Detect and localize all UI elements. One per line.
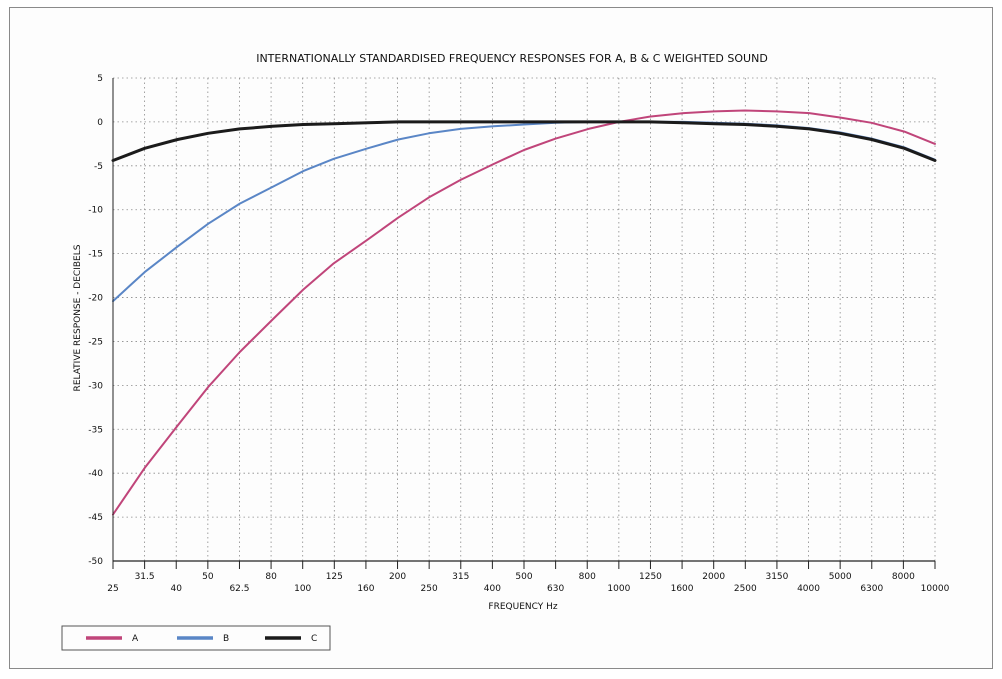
x-tick-label: 630	[547, 584, 564, 594]
y-tick-label: 5	[97, 74, 103, 84]
x-tick-label: 4000	[797, 584, 820, 594]
x-tick-labels: 25 31.5 40 50 62.5 80 100 125 160 200 250 315 400 500…	[107, 572, 949, 594]
chart-frame	[9, 7, 993, 669]
x-tick-label: 62.5	[229, 584, 249, 594]
x-tick-label: 31.5	[135, 572, 155, 582]
x-tick-label: 2000	[702, 572, 725, 582]
x-tick-label: 5000	[829, 572, 852, 582]
x-tick-label: 10000	[921, 584, 950, 594]
y-tick-label: -30	[88, 381, 103, 391]
y-tick-label: -35	[88, 425, 103, 435]
x-tick-label: 1250	[639, 572, 662, 582]
x-tick-label: 1600	[671, 584, 694, 594]
legend-label-a: A	[132, 634, 139, 644]
y-tick-label: -10	[88, 206, 103, 216]
x-tick-label: 125	[326, 572, 343, 582]
y-axis-label: RELATIVE RESPONSE - DECIBELS	[73, 244, 83, 391]
x-tick-label: 6300	[860, 584, 883, 594]
y-tick-label: -5	[94, 162, 103, 172]
axes	[112, 78, 936, 569]
x-tick-label: 160	[357, 584, 374, 594]
x-tick-label: 200	[389, 572, 406, 582]
series-line-a	[112, 109, 936, 516]
legend: A B C	[61, 625, 331, 651]
x-tick-label: 100	[294, 584, 311, 594]
y-tick-label: -15	[88, 250, 103, 260]
y-tick-label: -50	[88, 557, 103, 567]
series-line-c	[111, 120, 937, 162]
x-tick-label: 80	[265, 572, 277, 582]
x-tick-label: 315	[452, 572, 469, 582]
y-tick-label: -20	[88, 294, 103, 304]
x-axis-label: FREQUENCY Hz	[488, 602, 557, 612]
legend-box	[61, 625, 331, 651]
x-tick-label: 800	[579, 572, 596, 582]
y-tick-label: -25	[88, 337, 103, 347]
chart-title: INTERNATIONALLY STANDARDISED FREQUENCY R…	[256, 52, 768, 65]
legend-label-b: B	[223, 634, 229, 644]
x-tick-label: 50	[202, 572, 214, 582]
x-tick-label: 40	[171, 584, 183, 594]
x-tick-label: 400	[484, 584, 501, 594]
x-tick-label: 500	[515, 572, 532, 582]
y-tick-label: -45	[88, 513, 103, 523]
series-line-b	[112, 120, 936, 303]
y-tick-label: 0	[97, 118, 103, 128]
x-tick-label: 8000	[892, 572, 915, 582]
x-tick-label: 1000	[607, 584, 630, 594]
y-tick-label: -40	[88, 469, 103, 479]
x-tick-label: 250	[421, 584, 438, 594]
y-tick-labels: 5 0 -5 -10 -15 -20 -25 -30 -35 -40 -45 -50	[88, 74, 103, 567]
legend-label-c: C	[311, 634, 317, 644]
x-tick-label: 2500	[734, 584, 757, 594]
x-tick-label: 3150	[765, 572, 788, 582]
series-layer	[111, 109, 937, 516]
x-tick-label: 25	[107, 584, 118, 594]
